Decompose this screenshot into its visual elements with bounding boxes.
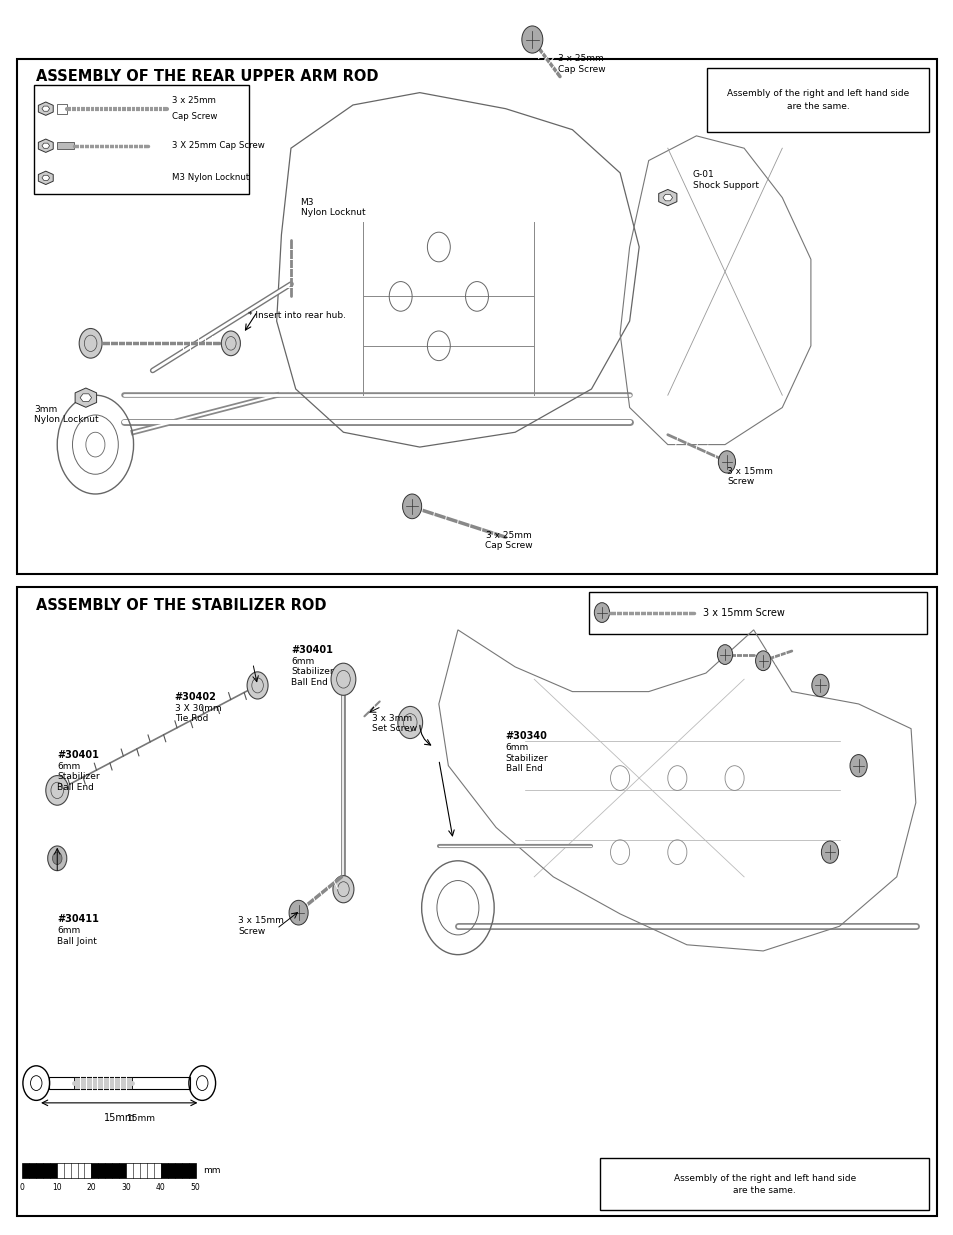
Bar — [19, 638, 934, 1213]
Text: 6mm
Ball Joint: 6mm Ball Joint — [57, 926, 97, 946]
Circle shape — [397, 706, 422, 739]
Bar — [161, 1163, 195, 1178]
Bar — [49, 1077, 190, 1089]
Bar — [17, 59, 936, 574]
Circle shape — [333, 876, 354, 903]
Bar — [34, 85, 249, 194]
Text: 50: 50 — [191, 1183, 200, 1192]
Circle shape — [79, 329, 102, 358]
Text: #30402: #30402 — [174, 692, 216, 701]
Polygon shape — [38, 140, 53, 152]
Circle shape — [247, 672, 268, 699]
Polygon shape — [38, 172, 53, 184]
Text: Cap Screw: Cap Screw — [172, 112, 217, 121]
Circle shape — [521, 26, 542, 53]
Text: 3 x 15mm
Screw: 3 x 15mm Screw — [726, 467, 772, 487]
Text: 40: 40 — [155, 1183, 166, 1192]
Circle shape — [821, 841, 838, 863]
Text: mm: mm — [203, 1166, 220, 1176]
Polygon shape — [42, 143, 50, 148]
Circle shape — [48, 846, 67, 871]
Bar — [74, 1077, 132, 1089]
Circle shape — [331, 663, 355, 695]
Text: 0: 0 — [19, 1183, 25, 1192]
Text: ASSEMBLY OF THE STABILIZER ROD: ASSEMBLY OF THE STABILIZER ROD — [36, 598, 327, 613]
Circle shape — [755, 651, 770, 671]
Text: 3 x 25mm
Cap Screw: 3 x 25mm Cap Screw — [484, 531, 532, 551]
Text: Assembly of the right and left hand side
are the same.: Assembly of the right and left hand side… — [673, 1173, 855, 1195]
Text: 3 x 25mm
Cap Screw: 3 x 25mm Cap Screw — [558, 54, 605, 74]
Text: #30340: #30340 — [505, 731, 547, 741]
Text: 3mm
Nylon Locknut: 3mm Nylon Locknut — [34, 405, 99, 425]
Bar — [126, 1163, 161, 1178]
Polygon shape — [658, 189, 677, 206]
Text: 3 x 25mm: 3 x 25mm — [172, 96, 215, 105]
Text: #30401: #30401 — [291, 645, 333, 655]
Bar — [91, 1163, 126, 1178]
Circle shape — [402, 494, 421, 519]
Bar — [57, 104, 67, 114]
Circle shape — [849, 755, 866, 777]
Text: 3 X 25mm Cap Screw: 3 X 25mm Cap Screw — [172, 141, 264, 151]
Circle shape — [811, 674, 828, 697]
Text: Assembly of the right and left hand side
are the same.: Assembly of the right and left hand side… — [726, 89, 908, 111]
Text: 3 X 30mm
Tie Rod: 3 X 30mm Tie Rod — [174, 704, 221, 724]
Text: 30: 30 — [121, 1183, 131, 1192]
Bar — [57, 142, 74, 149]
Text: G-01
Shock Support: G-01 Shock Support — [692, 170, 758, 190]
Bar — [56, 1163, 91, 1178]
Text: M3 Nylon Locknut: M3 Nylon Locknut — [172, 173, 249, 183]
Text: 20: 20 — [87, 1183, 96, 1192]
Bar — [22, 1163, 56, 1178]
Text: 10: 10 — [51, 1183, 61, 1192]
Circle shape — [718, 451, 735, 473]
Text: M3
Nylon Locknut: M3 Nylon Locknut — [300, 198, 365, 217]
Circle shape — [594, 603, 609, 622]
Circle shape — [52, 852, 62, 864]
Circle shape — [221, 331, 240, 356]
Text: 3 x 15mm Screw: 3 x 15mm Screw — [702, 608, 784, 618]
Text: 3 x 15mm
Screw: 3 x 15mm Screw — [238, 916, 284, 936]
Bar — [599, 1158, 928, 1210]
Polygon shape — [75, 388, 96, 408]
Text: 6mm
Stabilizer
Ball End: 6mm Stabilizer Ball End — [291, 657, 334, 687]
Text: 15mm: 15mm — [104, 1113, 134, 1123]
Text: 6mm
Stabilizer
Ball End: 6mm Stabilizer Ball End — [57, 762, 100, 792]
Text: 6mm
Stabilizer
Ball End: 6mm Stabilizer Ball End — [505, 743, 548, 773]
Text: 3 x 3mm
Set Screw: 3 x 3mm Set Screw — [372, 714, 416, 734]
Text: #30401: #30401 — [57, 750, 99, 760]
Circle shape — [46, 776, 69, 805]
Text: 15mm: 15mm — [127, 1114, 155, 1123]
Text: #30411: #30411 — [57, 914, 99, 924]
Polygon shape — [42, 175, 50, 180]
Bar — [706, 68, 928, 132]
Bar — [17, 587, 936, 1216]
Polygon shape — [80, 394, 91, 401]
Bar — [19, 86, 934, 571]
Circle shape — [717, 645, 732, 664]
Bar — [588, 592, 926, 634]
Circle shape — [289, 900, 308, 925]
Polygon shape — [42, 106, 50, 111]
Text: * Insert into rear hub.: * Insert into rear hub. — [248, 311, 346, 320]
Polygon shape — [38, 103, 53, 115]
Text: ASSEMBLY OF THE REAR UPPER ARM ROD: ASSEMBLY OF THE REAR UPPER ARM ROD — [36, 69, 378, 84]
Polygon shape — [662, 194, 672, 201]
